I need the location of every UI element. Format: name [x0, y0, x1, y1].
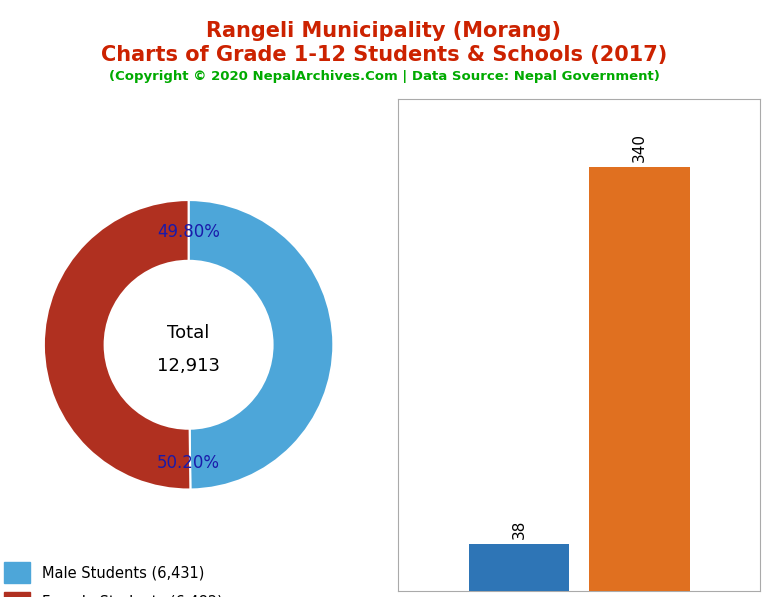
Legend: Male Students (6,431), Female Students (6,482): Male Students (6,431), Female Students (…	[0, 555, 230, 597]
Bar	[590, 167, 690, 591]
Text: 50.20%: 50.20%	[157, 454, 220, 472]
Text: Charts of Grade 1-12 Students & Schools (2017): Charts of Grade 1-12 Students & Schools …	[101, 45, 667, 65]
Text: Rangeli Municipality (Morang): Rangeli Municipality (Morang)	[207, 21, 561, 41]
Wedge shape	[44, 200, 190, 490]
Text: 340: 340	[632, 133, 647, 162]
Text: 38: 38	[511, 519, 527, 538]
Bar	[468, 544, 569, 591]
Text: 12,913: 12,913	[157, 358, 220, 376]
Wedge shape	[189, 200, 333, 490]
Text: Total: Total	[167, 324, 210, 342]
Text: (Copyright © 2020 NepalArchives.Com | Data Source: Nepal Government): (Copyright © 2020 NepalArchives.Com | Da…	[108, 70, 660, 83]
Text: 49.80%: 49.80%	[157, 223, 220, 241]
